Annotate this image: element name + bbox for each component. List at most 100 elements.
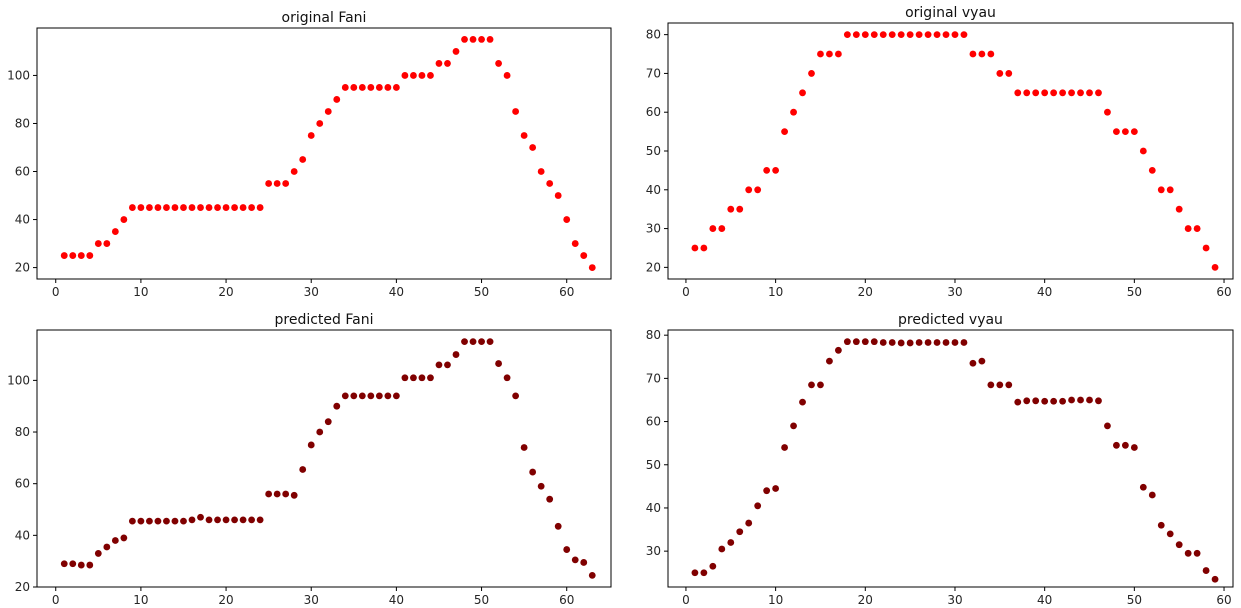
axes-frame [36, 329, 612, 588]
x-tick-label: 40 [1037, 593, 1052, 607]
data-point [1166, 186, 1174, 194]
data-point [763, 487, 771, 495]
data-point [282, 180, 290, 187]
y-tick-label: 40 [646, 183, 661, 197]
data-point [1068, 89, 1075, 97]
data-point [772, 166, 780, 174]
data-point [1104, 422, 1111, 430]
data-point [537, 168, 545, 175]
x-tick-label: 0 [682, 593, 690, 607]
data-point [1113, 441, 1120, 449]
data-point [906, 339, 914, 347]
data-point [852, 31, 860, 39]
y-tick-label: 100 [7, 68, 30, 82]
data-point [1086, 89, 1093, 97]
data-point [128, 204, 136, 211]
data-point [951, 339, 959, 346]
x-tick-label: 50 [1127, 285, 1142, 299]
x-tick-label: 10 [768, 285, 783, 299]
data-point [942, 31, 950, 39]
data-point [906, 31, 914, 39]
data-point [290, 168, 298, 175]
data-point [265, 490, 273, 498]
x-tick-label: 10 [133, 285, 148, 299]
data-point [861, 338, 869, 346]
data-point [879, 339, 887, 346]
data-point [1077, 396, 1084, 404]
y-tick-label: 80 [646, 328, 661, 342]
x-tick-label: 20 [218, 593, 233, 607]
data-point [736, 528, 744, 536]
data-point [307, 441, 315, 449]
data-point [1014, 398, 1022, 406]
data-point [180, 204, 187, 211]
data-point [571, 240, 579, 247]
data-point [111, 228, 119, 235]
data-point [799, 89, 806, 97]
data-point [512, 108, 520, 115]
data-point [350, 392, 358, 400]
data-point [1032, 89, 1040, 97]
x-tick-label: 50 [1127, 593, 1142, 607]
data-point [60, 560, 68, 568]
data-point [529, 144, 537, 151]
data-point [444, 60, 451, 67]
data-point [718, 225, 726, 232]
data-point [1023, 397, 1031, 405]
data-point [817, 381, 824, 389]
x-tick-label: 30 [304, 593, 319, 607]
y-tick-label: 40 [15, 528, 30, 542]
y-tick-label: 40 [646, 501, 661, 515]
data-point [888, 31, 896, 39]
data-point [486, 36, 494, 43]
data-point [520, 132, 528, 139]
data-point [290, 491, 298, 499]
data-point [239, 516, 247, 524]
data-point [790, 108, 797, 116]
data-point [1157, 521, 1165, 529]
y-tick-label: 60 [646, 105, 661, 119]
data-point [248, 516, 256, 524]
y-tick-label: 50 [646, 144, 661, 158]
data-point [495, 360, 502, 367]
data-point [60, 252, 68, 259]
data-point [1077, 89, 1084, 97]
data-point [888, 339, 896, 346]
data-point [103, 240, 111, 247]
data-point [427, 374, 434, 382]
data-point [709, 562, 717, 570]
data-point [1175, 541, 1183, 549]
panel-title: original vyau [905, 5, 996, 21]
data-point [461, 36, 468, 43]
data-point [111, 537, 119, 544]
data-point [503, 72, 511, 79]
data-point [435, 60, 443, 67]
data-point [128, 517, 136, 525]
data-point [469, 338, 477, 346]
y-tick-label: 20 [646, 260, 661, 274]
data-point [745, 186, 753, 194]
data-point [401, 374, 409, 382]
x-tick-label: 60 [1216, 285, 1231, 299]
data-point [69, 252, 77, 259]
data-point [843, 338, 851, 346]
data-point [790, 422, 797, 430]
panel-original-vyau: original vyau 0 10 20 30 40 50 60 20 30 40 50 60 70 8… [646, 5, 1234, 299]
data-point [520, 444, 528, 451]
panel-title: original Fani [282, 10, 367, 26]
axes-frame [36, 27, 612, 280]
data-point [1139, 483, 1147, 491]
data-point [231, 204, 238, 211]
data-point [571, 556, 579, 564]
data-point [588, 264, 596, 271]
data-point [137, 204, 145, 211]
data-point [214, 516, 221, 524]
data-point [427, 72, 434, 79]
data-point [1193, 225, 1201, 232]
data-point [826, 50, 833, 58]
data-point [1050, 397, 1058, 405]
data-point [316, 120, 324, 127]
data-point [781, 128, 788, 136]
data-point [512, 392, 520, 400]
